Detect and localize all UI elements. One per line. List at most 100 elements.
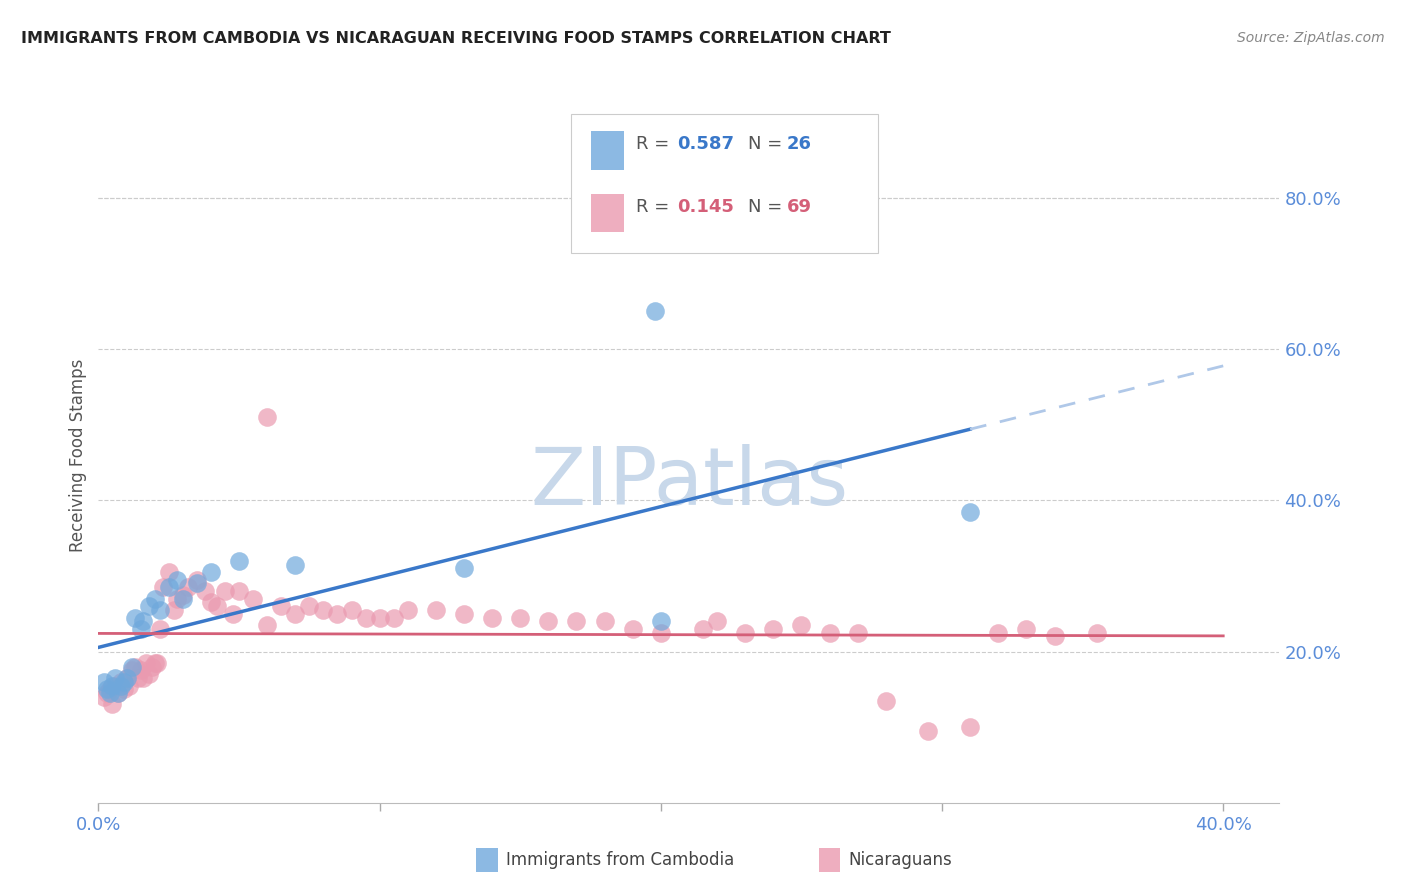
Point xyxy=(138,667,160,681)
Point xyxy=(132,671,155,685)
Point xyxy=(650,615,672,629)
Point xyxy=(172,588,194,602)
Text: Source: ZipAtlas.com: Source: ZipAtlas.com xyxy=(1237,31,1385,45)
Text: Immigrants from Cambodia: Immigrants from Cambodia xyxy=(506,851,734,869)
Point xyxy=(354,610,377,624)
Text: 0.145: 0.145 xyxy=(678,197,734,216)
Point xyxy=(593,615,616,629)
Point xyxy=(93,690,115,704)
Point xyxy=(706,615,728,629)
Point xyxy=(959,720,981,734)
Point xyxy=(157,565,180,579)
Point xyxy=(222,607,245,621)
Point xyxy=(692,622,714,636)
Point xyxy=(93,674,115,689)
Point xyxy=(200,565,222,579)
Point xyxy=(112,674,135,689)
Point xyxy=(228,554,250,568)
Point xyxy=(382,610,405,624)
Point xyxy=(1015,622,1038,636)
Point xyxy=(124,610,146,624)
Text: N =: N = xyxy=(748,197,787,216)
Point xyxy=(734,625,756,640)
FancyBboxPatch shape xyxy=(818,848,841,872)
Point xyxy=(121,664,143,678)
Point xyxy=(205,599,228,614)
Point xyxy=(284,558,307,572)
Point xyxy=(149,622,172,636)
Point xyxy=(129,664,152,678)
Point xyxy=(298,599,321,614)
Point xyxy=(284,607,307,621)
Text: 0.587: 0.587 xyxy=(678,135,734,153)
Point xyxy=(115,671,138,685)
Point xyxy=(453,607,475,621)
Point xyxy=(149,603,172,617)
Point xyxy=(621,622,644,636)
Point xyxy=(101,679,124,693)
Point xyxy=(228,584,250,599)
Point xyxy=(143,591,166,606)
Text: R =: R = xyxy=(636,135,675,153)
Point xyxy=(256,410,278,425)
Point xyxy=(818,625,841,640)
FancyBboxPatch shape xyxy=(591,131,624,169)
Text: R =: R = xyxy=(636,197,675,216)
Point xyxy=(537,615,560,629)
FancyBboxPatch shape xyxy=(477,848,498,872)
Point xyxy=(166,591,188,606)
Point xyxy=(96,686,118,700)
FancyBboxPatch shape xyxy=(571,114,877,253)
Text: N =: N = xyxy=(748,135,787,153)
Point xyxy=(644,304,666,318)
Point xyxy=(98,682,121,697)
Point xyxy=(152,580,174,594)
Text: Nicaraguans: Nicaraguans xyxy=(848,851,952,869)
Point xyxy=(127,671,149,685)
Text: 69: 69 xyxy=(787,197,813,216)
Point xyxy=(129,622,152,636)
Point xyxy=(177,580,200,594)
Point xyxy=(143,656,166,670)
Point xyxy=(110,679,132,693)
Point xyxy=(565,615,588,629)
Point xyxy=(110,674,132,689)
Point xyxy=(200,595,222,609)
Point xyxy=(141,659,163,673)
Point xyxy=(96,682,118,697)
Point xyxy=(270,599,292,614)
Point xyxy=(172,591,194,606)
Point xyxy=(163,603,186,617)
Text: ZIPatlas: ZIPatlas xyxy=(530,443,848,522)
Point xyxy=(104,671,127,685)
Point xyxy=(112,682,135,697)
Point xyxy=(326,607,349,621)
Point xyxy=(135,656,157,670)
Point xyxy=(790,618,813,632)
Point xyxy=(194,584,217,599)
Point xyxy=(107,686,129,700)
Point xyxy=(875,694,897,708)
Point xyxy=(186,573,208,587)
Point xyxy=(214,584,236,599)
Text: IMMIGRANTS FROM CAMBODIA VS NICARAGUAN RECEIVING FOOD STAMPS CORRELATION CHART: IMMIGRANTS FROM CAMBODIA VS NICARAGUAN R… xyxy=(21,31,891,46)
Point xyxy=(115,671,138,685)
Point xyxy=(650,625,672,640)
Point xyxy=(132,615,155,629)
Point xyxy=(101,698,124,712)
FancyBboxPatch shape xyxy=(591,194,624,232)
Point xyxy=(157,580,180,594)
Point xyxy=(1043,629,1066,643)
Point xyxy=(425,603,447,617)
Point xyxy=(453,561,475,575)
Point xyxy=(987,625,1010,640)
Point xyxy=(368,610,391,624)
Point xyxy=(121,659,143,673)
Point xyxy=(118,679,141,693)
Point xyxy=(959,505,981,519)
Point xyxy=(124,659,146,673)
Point xyxy=(509,610,531,624)
Point xyxy=(256,618,278,632)
Point xyxy=(107,686,129,700)
Point xyxy=(396,603,419,617)
